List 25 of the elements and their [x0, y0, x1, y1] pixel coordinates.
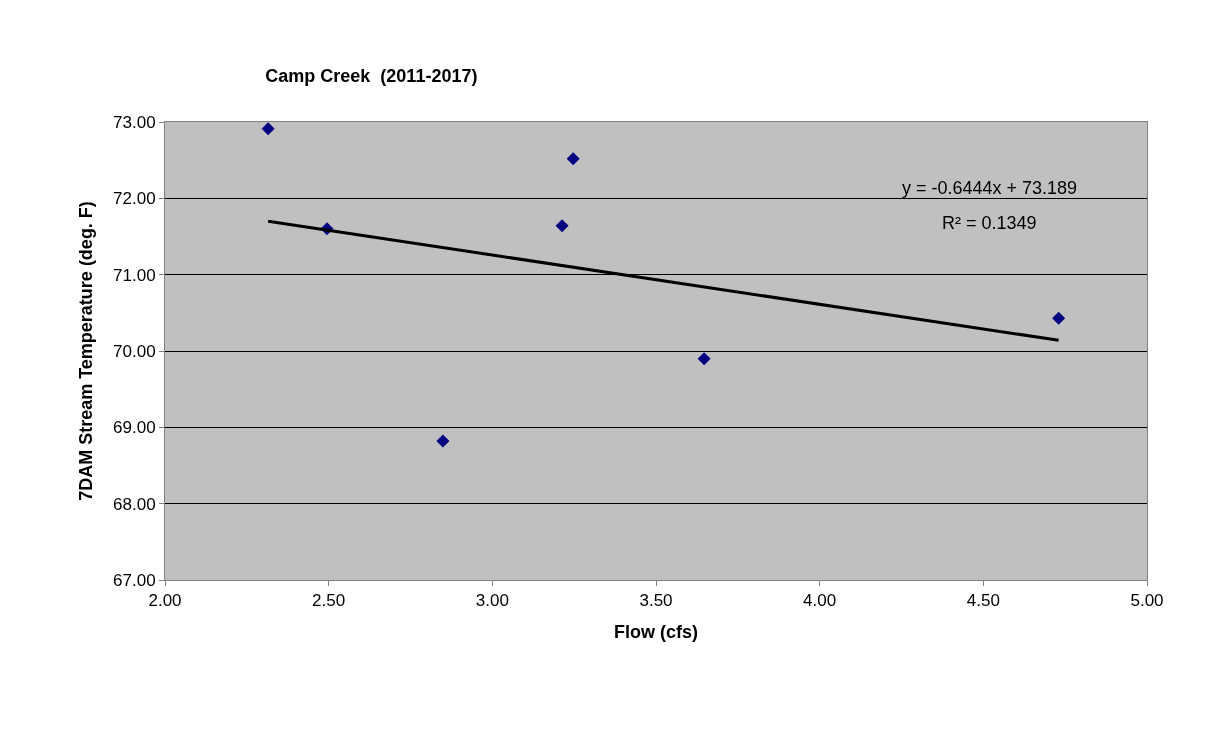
point [1052, 311, 1066, 325]
point [555, 219, 569, 233]
y-tick-label: 69.00 [113, 418, 156, 438]
chart-title: Camp Creek (2011-2017) [265, 65, 478, 86]
point [697, 352, 711, 366]
y-tick-label: 70.00 [113, 341, 156, 361]
point [261, 122, 275, 136]
x-tick-label: 3.00 [475, 591, 509, 611]
x-tick-label: 3.50 [639, 591, 673, 611]
annotation: y = -0.6444x + 73.189 [902, 178, 1078, 198]
y-axis-title: 7DAM Stream Temperature (deg. F) [76, 201, 97, 501]
y-tick-label: 71.00 [113, 265, 156, 285]
point [436, 434, 450, 448]
x-axis-title: Flow (cfs) [614, 621, 698, 642]
x-tick-label: 5.00 [1130, 591, 1164, 611]
x-tick-label: 4.00 [803, 591, 837, 611]
point [566, 152, 580, 166]
x-tick-label: 4.50 [966, 591, 1000, 611]
y-tick-label: 67.00 [113, 570, 156, 590]
x-tick-label: 2.50 [312, 591, 346, 611]
annotation: R² = 0.1349 [942, 213, 1037, 233]
y-tick-label: 73.00 [113, 112, 156, 132]
x-tick-label: 2.00 [148, 591, 182, 611]
y-tick-label: 68.00 [113, 494, 156, 514]
y-tick-label: 72.00 [113, 189, 156, 209]
